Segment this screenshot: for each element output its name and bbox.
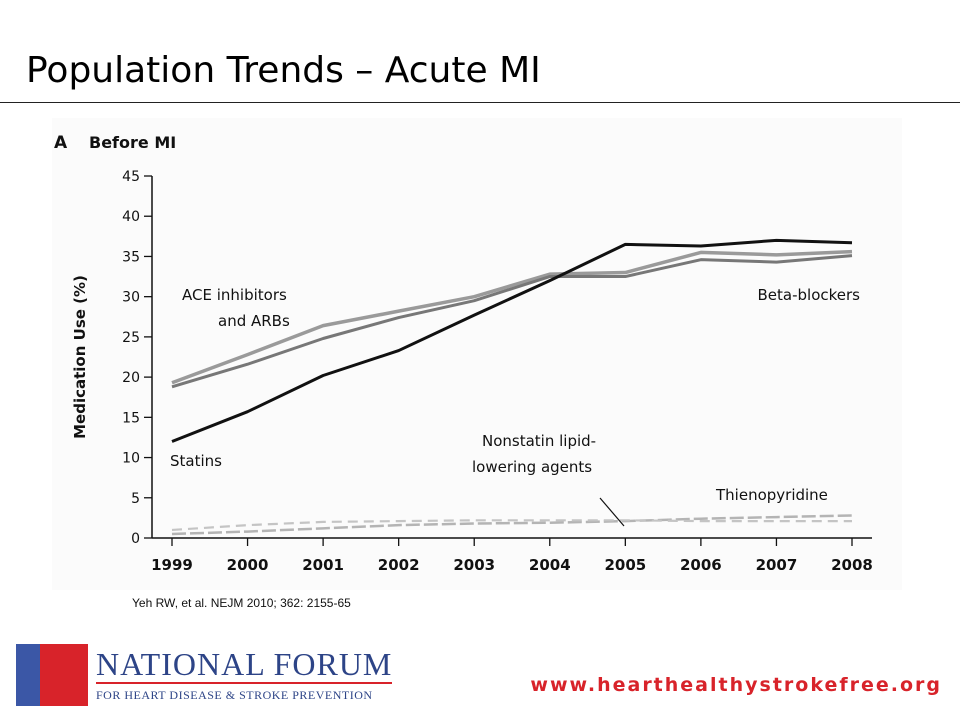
logo-name: NATIONAL FORUM — [96, 646, 393, 682]
y-tick-label: 40 — [122, 209, 140, 225]
beta-blockers-line — [171, 254, 853, 389]
y-tick-label: 15 — [122, 410, 140, 426]
series-group — [171, 238, 853, 536]
logo-rule — [96, 682, 392, 684]
y-tick-label: 5 — [131, 491, 140, 507]
x-tick-group: 1999 2000 2001 2002 2003 2004 2005 2006 2007 2008 — [151, 538, 873, 574]
x-tick-label: 2008 — [831, 556, 873, 574]
x-tick-label: 2001 — [302, 556, 344, 574]
x-tick-label: 2002 — [378, 556, 420, 574]
logo-tagline: FOR HEART DISEASE & STROKE PREVENTION — [96, 688, 373, 702]
chart-axes — [151, 176, 872, 539]
line-chart: 0 5 10 15 20 25 30 35 40 45 1999 2000 2001 2002 2003 2… — [54, 133, 873, 574]
x-tick-label: 2004 — [529, 556, 571, 574]
nonstatin-line — [171, 519, 852, 532]
citation: Yeh RW, et al. NEJM 2010; 362: 2155-65 — [132, 596, 351, 610]
series-annotation-label: and ARBs — [218, 312, 290, 330]
y-tick-label: 20 — [122, 370, 140, 386]
y-tick-label: 35 — [122, 249, 140, 265]
website-url[interactable]: www.hearthealthystrokefree.org — [530, 674, 942, 696]
nonstatin-pointer-line — [599, 497, 625, 527]
statins-line — [171, 238, 853, 443]
title-divider — [0, 102, 960, 103]
x-tick-label: 2003 — [453, 556, 495, 574]
x-tick-label: 1999 — [151, 556, 193, 574]
annotation-group: ACE inhibitors and ARBs Beta-blockers Stati… — [170, 286, 861, 527]
series-annotation-label: Thienopyridine — [715, 486, 828, 504]
y-tick-label: 30 — [122, 290, 140, 306]
series-annotation-label: Nonstatin lipid- — [482, 432, 596, 450]
y-tick-group: 0 5 10 15 20 25 30 35 40 45 — [122, 169, 152, 547]
slide-title: Population Trends – Acute MI — [26, 50, 541, 91]
national-forum-logo: NATIONAL FORUM FOR HEART DISEASE & STROK… — [16, 644, 396, 706]
series-annotation-label: lowering agents — [472, 458, 592, 476]
y-tick-label: 45 — [122, 169, 140, 185]
series-annotation-label: ACE inhibitors — [182, 286, 287, 304]
y-axis-label: Medication Use (%) — [71, 275, 89, 439]
thienopyridine-line — [171, 514, 853, 536]
x-tick-label: 2007 — [756, 556, 798, 574]
x-tick-label: 2000 — [227, 556, 269, 574]
x-tick-label: 2005 — [604, 556, 646, 574]
x-tick-label: 2006 — [680, 556, 722, 574]
y-tick-label: 0 — [131, 531, 140, 547]
ace-arbs-line — [171, 249, 853, 385]
y-tick-label: 25 — [122, 330, 140, 346]
series-annotation-label: Beta-blockers — [758, 286, 861, 304]
logo-flag-blue — [16, 644, 40, 706]
chart-title: Before MI — [89, 133, 176, 152]
panel-letter: A — [54, 133, 68, 153]
chart-panel: 0 5 10 15 20 25 30 35 40 45 1999 2000 2001 2002 2003 2… — [52, 118, 902, 590]
series-annotation-label: Statins — [170, 452, 222, 470]
y-tick-label: 10 — [122, 451, 140, 467]
logo-flag-red — [40, 644, 88, 706]
